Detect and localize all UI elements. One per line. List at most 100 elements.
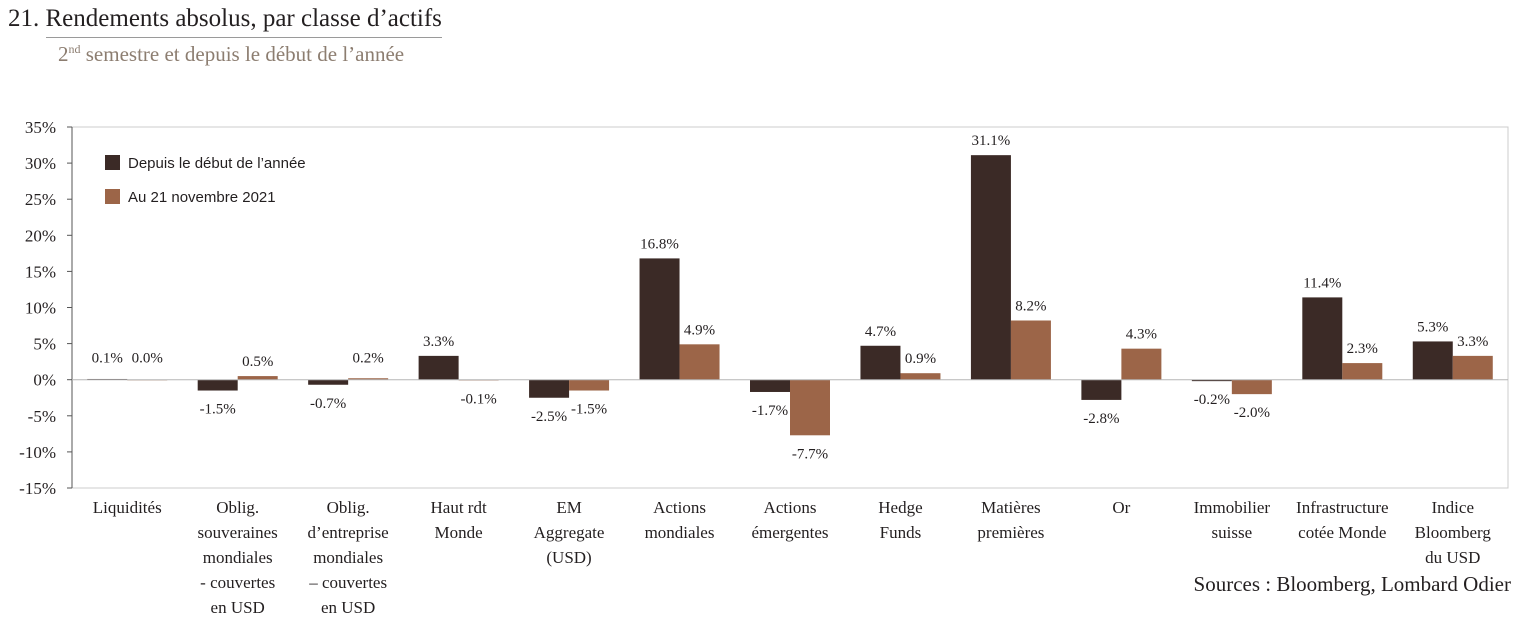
bar-recent — [900, 373, 941, 380]
category-label: Monde — [435, 523, 483, 542]
bar-ytd — [197, 379, 238, 391]
data-label: 0.2% — [353, 351, 384, 367]
data-label: 0.0% — [132, 351, 163, 367]
legend-swatch — [105, 155, 120, 170]
data-label: 31.1% — [972, 133, 1011, 149]
bar-recent — [348, 378, 389, 380]
data-label: -1.5% — [571, 402, 607, 418]
legend-swatch — [105, 189, 120, 204]
bar-recent — [237, 376, 278, 380]
y-tick-label: 20% — [25, 226, 56, 245]
category-label: émergentes — [751, 523, 828, 542]
data-label: -0.2% — [1194, 392, 1230, 408]
y-tick-label: 15% — [25, 262, 56, 281]
subtitle-rest: semestre et depuis le début de l’année — [80, 42, 405, 66]
category-label: Or — [1112, 498, 1130, 517]
category-label: – couvertes — [308, 573, 387, 592]
data-label: 16.8% — [640, 236, 679, 252]
data-label: 4.9% — [684, 322, 715, 338]
data-label: -7.7% — [792, 446, 828, 462]
y-tick-label: -15% — [19, 479, 56, 498]
category-label: Indice — [1432, 498, 1474, 517]
data-label: -2.5% — [531, 409, 567, 425]
subtitle-prefix: 2 — [58, 42, 69, 66]
category-label: Actions — [653, 498, 706, 517]
category-label: d’entreprise — [308, 523, 389, 542]
bar-ytd — [1081, 379, 1122, 400]
category-label: (USD) — [546, 548, 591, 567]
y-tick-label: -5% — [28, 407, 56, 426]
category-label: EM — [556, 498, 582, 517]
data-label: 5.3% — [1417, 319, 1448, 335]
y-tick-label: 30% — [25, 154, 56, 173]
data-label: -0.1% — [460, 391, 496, 407]
category-label: mondiales — [313, 548, 383, 567]
bar-ytd — [1191, 379, 1232, 382]
data-label: -0.7% — [310, 396, 346, 412]
bar-ytd — [308, 379, 349, 385]
bar-ytd — [750, 379, 790, 392]
data-label: 3.3% — [1457, 334, 1488, 350]
bar-ytd — [1302, 297, 1343, 380]
category-label: du USD — [1425, 548, 1480, 567]
category-label: en USD — [211, 598, 265, 617]
y-tick-label: 10% — [25, 299, 56, 318]
category-label: Oblig. — [327, 498, 370, 517]
category-label: souveraines — [198, 523, 278, 542]
category-label: Infrastructure — [1296, 498, 1389, 517]
category-label: Immobilier — [1194, 498, 1271, 517]
bar-ytd — [1412, 341, 1453, 380]
subtitle-sup: nd — [68, 42, 81, 56]
data-label: -2.0% — [1234, 405, 1270, 421]
category-label: Hedge — [878, 498, 922, 517]
data-label: -2.8% — [1083, 411, 1119, 427]
category-label: Bloomberg — [1415, 523, 1492, 542]
bar-recent — [679, 344, 720, 380]
chart-subtitle: 2nd semestre et depuis le début de l’ann… — [58, 42, 404, 67]
legend-label: Au 21 novembre 2021 — [128, 189, 276, 206]
category-label: Haut rdt — [431, 498, 487, 517]
bar-recent — [1010, 320, 1051, 380]
data-label: 3.3% — [423, 334, 454, 350]
data-label: 2.3% — [1347, 341, 1378, 357]
chart-header: 21. Rendements absolus, par classe d’act… — [8, 2, 442, 38]
bar-recent — [1231, 379, 1272, 395]
y-tick-label: 35% — [25, 118, 56, 137]
category-label: Matières — [981, 498, 1040, 517]
data-label: 8.2% — [1015, 298, 1046, 314]
bar-ytd — [418, 355, 459, 380]
data-label: 0.5% — [242, 354, 273, 370]
category-label: mondiales — [645, 523, 715, 542]
legend-label: Depuis le début de l’année — [128, 155, 306, 172]
data-label: 0.1% — [92, 351, 123, 367]
data-label: -1.5% — [200, 402, 236, 418]
bar-recent — [1452, 355, 1493, 380]
category-label: Liquidités — [93, 498, 162, 517]
category-label: mondiales — [203, 548, 273, 567]
chart-title: 21. Rendements absolus, par classe d’act… — [8, 2, 442, 38]
data-label: 4.7% — [865, 324, 896, 340]
data-label: 11.4% — [1303, 275, 1341, 291]
bar-ytd — [860, 345, 901, 380]
category-label: suisse — [1212, 523, 1253, 542]
category-label: premières — [977, 523, 1044, 542]
bar-ytd — [639, 258, 680, 380]
category-label: Actions — [764, 498, 817, 517]
chart-number: 21. — [8, 5, 40, 32]
bar-ytd — [529, 379, 570, 398]
data-label: 0.9% — [905, 351, 936, 367]
bar-recent — [569, 379, 610, 391]
y-tick-label: 0% — [33, 371, 56, 390]
data-label: 4.3% — [1126, 327, 1157, 343]
category-label: cotée Monde — [1298, 523, 1386, 542]
category-label: Aggregate — [534, 523, 605, 542]
y-tick-label: 25% — [25, 190, 56, 209]
category-label: - couvertes — [200, 573, 275, 592]
source-note: Sources : Bloomberg, Lombard Odier — [1193, 572, 1511, 596]
bar-recent — [790, 379, 830, 436]
bar-ytd — [970, 155, 1011, 380]
category-label: Funds — [880, 523, 922, 542]
bar-recent — [1121, 348, 1162, 380]
y-tick-label: 5% — [33, 335, 56, 354]
